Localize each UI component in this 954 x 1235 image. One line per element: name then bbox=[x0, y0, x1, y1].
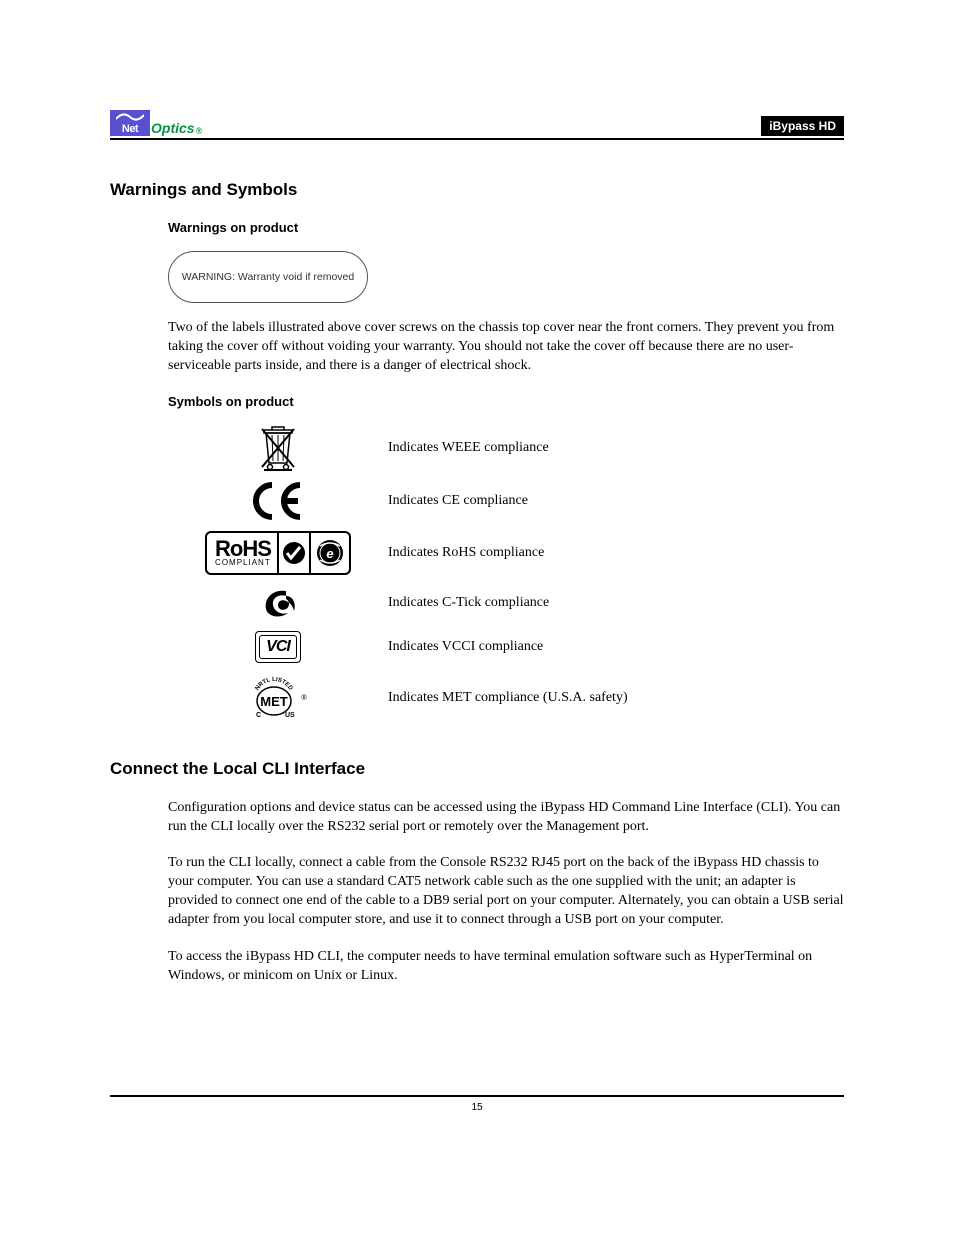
subheading-warnings-on-product: Warnings on product bbox=[168, 220, 844, 235]
symbol-row-ce: Indicates CE compliance bbox=[168, 481, 844, 521]
cli-para-3: To access the iBypass HD CLI, the comput… bbox=[168, 948, 844, 986]
symbol-row-vcci: VCI Indicates VCCI compliance bbox=[168, 631, 844, 663]
product-name-badge: iBypass HD bbox=[761, 116, 844, 136]
met-arc-text: NRTL LISTED bbox=[255, 677, 294, 692]
symbol-row-weee: Indicates WEEE compliance bbox=[168, 425, 844, 471]
cli-para-1: Configuration options and device status … bbox=[168, 799, 844, 837]
symbol-row-met: NRTL LISTED MET C US ® Indicates MET com… bbox=[168, 673, 844, 723]
symbol-desc: Indicates C-Tick compliance bbox=[388, 595, 844, 611]
warning-label-text: WARNING: Warranty void if removed bbox=[182, 271, 355, 283]
page-header: Net Optics ® iBypass HD bbox=[110, 110, 844, 140]
section-heading-warnings: Warnings and Symbols bbox=[110, 180, 844, 200]
logo-block: Net bbox=[110, 110, 150, 136]
page-number: 15 bbox=[0, 1102, 954, 1113]
met-center-text: MET bbox=[260, 694, 288, 709]
cli-para-2: To run the CLI locally, connect a cable … bbox=[168, 854, 844, 930]
ctick-icon bbox=[168, 585, 388, 621]
symbol-desc: Indicates MET compliance (U.S.A. safety) bbox=[388, 690, 844, 706]
logo-registered-mark: ® bbox=[196, 126, 203, 136]
warning-paragraph: Two of the labels illustrated above cove… bbox=[168, 319, 844, 376]
subheading-symbols-on-product: Symbols on product bbox=[168, 394, 844, 409]
logo-optics-text: Optics bbox=[151, 120, 195, 136]
brand-logo: Net Optics ® bbox=[110, 110, 202, 136]
rohs-icon: RoHS COMPLIANT bbox=[168, 531, 388, 575]
symbol-desc: Indicates RoHS compliance bbox=[388, 545, 844, 561]
symbol-desc: Indicates WEEE compliance bbox=[388, 440, 844, 456]
rohs-check-icon bbox=[277, 533, 311, 573]
section-heading-cli: Connect the Local CLI Interface bbox=[110, 759, 844, 779]
weee-icon bbox=[168, 425, 388, 471]
footer-rule bbox=[110, 1095, 844, 1097]
vcci-text: VCI bbox=[259, 635, 297, 659]
ce-icon bbox=[168, 481, 388, 521]
symbol-desc: Indicates CE compliance bbox=[388, 493, 844, 509]
warning-label-bubble: WARNING: Warranty void if removed bbox=[168, 251, 368, 303]
svg-text:NRTL LISTED: NRTL LISTED bbox=[255, 677, 294, 692]
svg-text:e: e bbox=[326, 546, 333, 561]
met-c-text: C bbox=[256, 712, 261, 719]
symbol-desc: Indicates VCCI compliance bbox=[388, 639, 844, 655]
symbols-table: Indicates WEEE compliance Indicates CE c… bbox=[168, 425, 844, 723]
page-content: Net Optics ® iBypass HD Warnings and Sym… bbox=[110, 110, 844, 1125]
met-us-text: US bbox=[285, 712, 295, 719]
met-registered-icon: ® bbox=[301, 693, 307, 702]
symbol-row-rohs: RoHS COMPLIANT bbox=[168, 531, 844, 575]
symbol-row-ctick: Indicates C-Tick compliance bbox=[168, 585, 844, 621]
rohs-text-big: RoHS bbox=[215, 539, 271, 559]
logo-net-text: Net bbox=[122, 124, 138, 136]
rohs-text-small: COMPLIANT bbox=[215, 559, 271, 566]
vcci-icon: VCI bbox=[168, 631, 388, 663]
rohs-e-icon: e bbox=[311, 533, 349, 573]
met-icon: NRTL LISTED MET C US ® bbox=[168, 673, 388, 723]
wave-icon bbox=[116, 113, 144, 121]
